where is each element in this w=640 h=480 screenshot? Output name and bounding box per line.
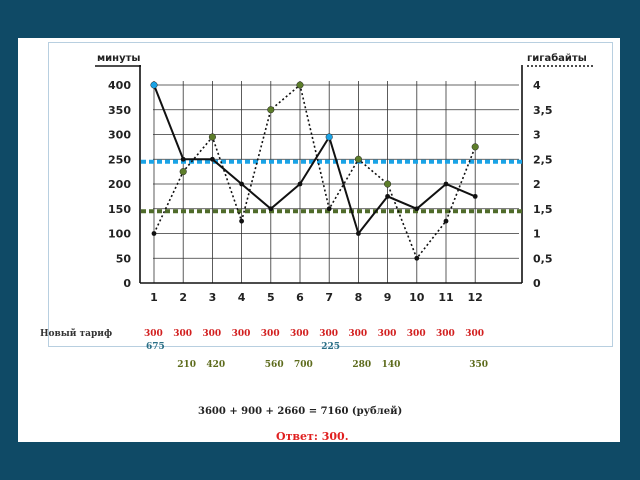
minutes-series-point bbox=[443, 181, 449, 187]
highlight-point bbox=[296, 81, 304, 89]
x-tick-label: 9 bbox=[384, 291, 392, 304]
gigabytes-series-point bbox=[151, 231, 157, 236]
y-right-axis-label: гигабайты bbox=[527, 52, 587, 64]
tariff-label: Новый тариф bbox=[40, 329, 113, 339]
highlight-point bbox=[150, 81, 158, 89]
base-fee-value: 300 bbox=[377, 329, 397, 339]
x-tick-label: 4 bbox=[238, 291, 246, 304]
gb-extra-value: 210 bbox=[177, 360, 196, 370]
highlight-point bbox=[208, 133, 216, 141]
base-fee-value: 300 bbox=[173, 329, 192, 339]
chart-frame: минуты гигабайты 0 50 100 150 200 250 300 350 400 0… bbox=[48, 42, 613, 347]
x-tick-label: 12 bbox=[468, 291, 483, 304]
y-left-tick-label: 200 bbox=[108, 178, 131, 191]
line-chart: минуты гигабайты0501001502002503003504000… bbox=[95, 52, 594, 304]
highlight-point bbox=[325, 133, 333, 141]
x-tick-label: 7 bbox=[325, 291, 333, 304]
gigabytes-series-point bbox=[414, 255, 420, 261]
base-fee-value: 300 bbox=[348, 329, 368, 339]
y-left-tick-label: 100 bbox=[108, 228, 131, 241]
minutes-series-point bbox=[297, 181, 303, 187]
highlight-point bbox=[267, 106, 275, 114]
base-fee-value: 300 bbox=[436, 329, 455, 339]
base-fee-value: 300 bbox=[144, 329, 163, 339]
gigabytes-series-point bbox=[443, 218, 449, 224]
minutes-series-point bbox=[180, 156, 186, 162]
base-fee-value: 300 bbox=[319, 329, 338, 339]
x-tick-label: 10 bbox=[409, 291, 425, 304]
minutes-series-point bbox=[268, 206, 274, 212]
minutes-series-point bbox=[472, 193, 478, 199]
y-right-tick-label: 1 bbox=[533, 228, 541, 241]
y-right-tick-label: 2 bbox=[533, 178, 541, 191]
gb-extra-value: 700 bbox=[294, 360, 313, 370]
x-tick-label: 11 bbox=[438, 291, 453, 304]
gigabytes-series-point bbox=[239, 218, 245, 224]
gigabytes-series-line bbox=[153, 83, 476, 260]
y-left-tick-label: 400 bbox=[108, 79, 131, 92]
gb-extra-value: 140 bbox=[381, 360, 401, 370]
y-right-tick-label: 4 bbox=[533, 79, 541, 92]
minutes-series-point bbox=[356, 231, 361, 236]
minutes-extra-value: 675 bbox=[146, 342, 165, 352]
gb-extra-value: 280 bbox=[352, 360, 372, 370]
y-left-tick-label: 50 bbox=[116, 252, 132, 265]
y-right-tick-label: 1,5 bbox=[533, 203, 553, 216]
base-fee-value: 300 bbox=[202, 329, 222, 339]
x-tick-label: 8 bbox=[355, 291, 363, 304]
y-left-tick-label: 150 bbox=[108, 203, 131, 216]
base-fee-value: 300 bbox=[406, 329, 426, 339]
highlight-point bbox=[384, 180, 392, 188]
y-left-tick-label: 0 bbox=[123, 277, 131, 290]
highlight-point bbox=[179, 168, 187, 176]
y-right-tick-label: 2,5 bbox=[533, 153, 553, 166]
minutes-series-point bbox=[385, 193, 390, 199]
y-right-tick-label: 0 bbox=[533, 277, 541, 290]
x-tick-label: 3 bbox=[209, 291, 217, 304]
x-tick-label: 5 bbox=[267, 291, 275, 304]
x-tick-label: 1 bbox=[150, 291, 158, 304]
highlight-point bbox=[471, 143, 479, 151]
answer-text: Ответ: 300. bbox=[276, 430, 349, 443]
slide: минуты гигабайты 0 50 100 150 200 250 300 350 400 0… bbox=[18, 38, 620, 443]
base-fee-value: 300 bbox=[260, 329, 280, 339]
gigabytes-series-point bbox=[326, 206, 332, 212]
minutes-series-point bbox=[210, 156, 215, 162]
calculation-text: 3600 + 900 + 2660 = 7160 (рублей) bbox=[198, 406, 403, 417]
highlight-point bbox=[354, 155, 362, 163]
y-left-axis-label: минуты bbox=[97, 53, 140, 64]
gb-extra-value: 560 bbox=[264, 360, 284, 370]
gb-extra-value: 420 bbox=[206, 360, 226, 370]
minutes-series-line bbox=[153, 84, 476, 236]
minutes-extra-value: 225 bbox=[321, 342, 340, 352]
minutes-series-point bbox=[239, 181, 245, 187]
y-left-tick-label: 250 bbox=[108, 153, 131, 166]
y-right-tick-label: 3 bbox=[533, 129, 541, 142]
minutes-series-point bbox=[414, 206, 420, 212]
x-tick-label: 6 bbox=[296, 291, 304, 304]
y-left-tick-label: 350 bbox=[108, 104, 131, 117]
gb-extra-value: 350 bbox=[469, 360, 488, 370]
y-left-tick-label: 300 bbox=[108, 129, 131, 142]
base-fee-value: 300 bbox=[231, 329, 251, 339]
y-right-tick-label: 3,5 bbox=[533, 104, 553, 117]
base-fee-value: 300 bbox=[290, 329, 309, 339]
x-tick-label: 2 bbox=[179, 291, 187, 304]
y-right-tick-label: 0,5 bbox=[533, 252, 553, 265]
base-fee-value: 300 bbox=[465, 329, 484, 339]
